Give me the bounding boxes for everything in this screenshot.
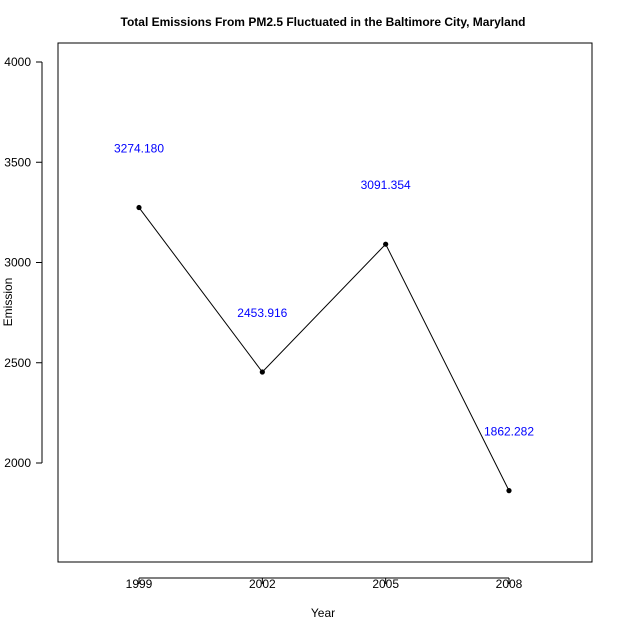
- y-axis-title: Emission: [1, 278, 15, 327]
- x-tick-label: 2002: [249, 577, 276, 591]
- y-tick-label: 2500: [4, 356, 31, 370]
- chart-title: Total Emissions From PM2.5 Fluctuated in…: [121, 15, 526, 29]
- data-label: 3274.180: [114, 142, 164, 156]
- plot-area-border: [57, 42, 593, 563]
- y-tick-label: 3500: [4, 155, 31, 169]
- series-line: [138, 207, 510, 491]
- data-label-layer: 3274.180 2453.916 3091.354 1862.282: [114, 142, 534, 439]
- data-point: [506, 488, 512, 494]
- y-tick-label: 2000: [4, 456, 31, 470]
- data-label: 2453.916: [237, 306, 287, 320]
- x-axis-title: Year: [311, 606, 335, 620]
- x-tick-label: 2005: [372, 577, 399, 591]
- y-axis: 2000 2500 3000 3500 4000: [4, 55, 43, 470]
- y-tick-label: 3000: [4, 256, 31, 270]
- data-label: 1862.282: [484, 425, 534, 439]
- data-point: [136, 204, 142, 211]
- x-tick-label: 1999: [126, 577, 153, 591]
- series-layer: [136, 204, 512, 494]
- data-point: [259, 369, 265, 375]
- data-label: 3091.354: [361, 178, 411, 192]
- y-tick-label: 4000: [4, 55, 31, 69]
- x-axis: 1999 2002 2005 2008: [126, 577, 523, 591]
- x-tick-label: 2008: [496, 577, 523, 591]
- data-point: [383, 241, 389, 247]
